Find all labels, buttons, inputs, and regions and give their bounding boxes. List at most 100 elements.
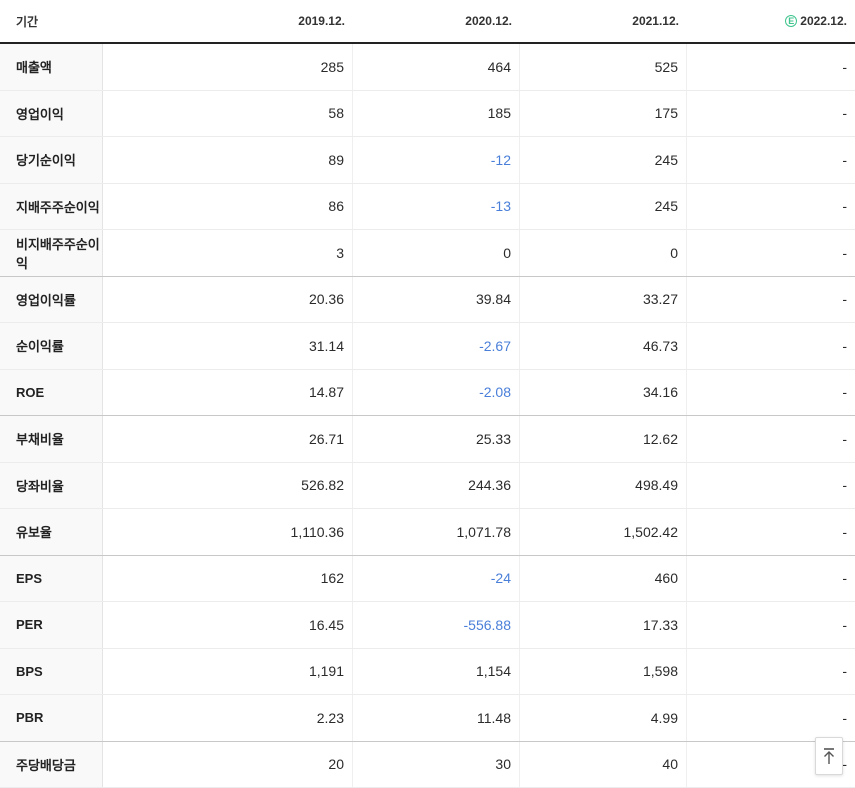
cell-value: - (842, 523, 847, 540)
cell-value: 89 (103, 137, 353, 183)
table-row: 지배주주순이익 86 -13 245 - (0, 183, 855, 230)
cell-value: - (842, 384, 847, 401)
cell-value: 1,154 (353, 648, 520, 694)
cell-value: - (842, 570, 847, 587)
year-header-2020: 2020.12. (353, 14, 520, 28)
cell-value: 464 (353, 44, 520, 90)
cell-value: 525 (520, 44, 687, 90)
cell-value: - (842, 337, 847, 354)
cell-value: - (842, 58, 847, 75)
cell-value: 175 (520, 90, 687, 136)
row-label: 영업이익 (0, 90, 103, 136)
cell-value: 86 (103, 183, 353, 229)
cell-value: - (842, 151, 847, 168)
scroll-to-top-button[interactable] (815, 737, 843, 775)
row-label: 부채비율 (0, 416, 103, 462)
cell-value: - (842, 198, 847, 215)
cell-value: 244.36 (353, 462, 520, 508)
row-label: 당좌비율 (0, 462, 103, 508)
cell-value: 26.71 (103, 416, 353, 462)
cell-value: 2.23 (103, 695, 353, 741)
year-header-label: 2020.12. (465, 14, 512, 28)
year-header-2019: 2019.12. (103, 14, 353, 28)
table-row: BPS 1,191 1,154 1,598 - (0, 648, 855, 695)
table-row: 부채비율 26.71 25.33 12.62 - (0, 416, 855, 463)
cell-value: 11.48 (353, 695, 520, 741)
cell-value: 58 (103, 90, 353, 136)
cell-value: - (842, 291, 847, 308)
cell-value: 245 (520, 183, 687, 229)
cell-value: -2.08 (353, 369, 520, 415)
cell-value: 46.73 (520, 323, 687, 369)
cell-value: -12 (353, 137, 520, 183)
cell-value: 20 (103, 741, 353, 787)
table-row: 당기순이익 89 -12 245 - (0, 137, 855, 184)
row-label: 당기순이익 (0, 137, 103, 183)
cell-value: 17.33 (520, 602, 687, 648)
row-label: 순이익률 (0, 323, 103, 369)
cell-value: 1,071.78 (353, 509, 520, 555)
year-header-label: 2021.12. (632, 14, 679, 28)
table-body: 매출액 285 464 525 - 영업이익 58 185 175 - 당기순이… (0, 44, 855, 788)
cell-value: 33.27 (520, 276, 687, 322)
cell-value: 460 (520, 555, 687, 601)
cell-value: 0 (520, 230, 687, 276)
cell-value: -2.67 (353, 323, 520, 369)
cell-value: 34.16 (520, 369, 687, 415)
cell-value: - (842, 430, 847, 447)
cell-value: 30 (353, 741, 520, 787)
cell-value: - (842, 244, 847, 261)
cell-value: 3 (103, 230, 353, 276)
cell-value: 14.87 (103, 369, 353, 415)
cell-value: 285 (103, 44, 353, 90)
cell-value: 4.99 (520, 695, 687, 741)
row-label: PBR (0, 695, 103, 741)
table-row: 영업이익률 20.36 39.84 33.27 - (0, 276, 855, 323)
row-label: EPS (0, 555, 103, 601)
cell-value: 162 (103, 555, 353, 601)
table-row: 영업이익 58 185 175 - (0, 90, 855, 137)
table-row: 순이익률 31.14 -2.67 46.73 - (0, 323, 855, 370)
cell-value: 1,598 (520, 648, 687, 694)
row-label: ROE (0, 369, 103, 415)
cell-value: -24 (353, 555, 520, 601)
cell-value: -13 (353, 183, 520, 229)
table-row: 유보율 1,110.36 1,071.78 1,502.42 - (0, 509, 855, 556)
cell-value: 1,502.42 (520, 509, 687, 555)
table-header-row: 기간 2019.12. 2020.12. 2021.12. E 2022.12. (0, 0, 855, 44)
cell-value: 498.49 (520, 462, 687, 508)
table-row: 비지배주주순이익 3 0 0 - (0, 230, 855, 277)
row-label: 지배주주순이익 (0, 183, 103, 229)
row-label: PER (0, 602, 103, 648)
cell-value: 1,191 (103, 648, 353, 694)
row-label: 매출액 (0, 44, 103, 90)
table-row: PER 16.45 -556.88 17.33 - (0, 602, 855, 649)
row-label: 영업이익률 (0, 276, 103, 322)
cell-value: 39.84 (353, 276, 520, 322)
cell-value: - (842, 616, 847, 633)
arrow-up-to-top-icon (824, 748, 834, 764)
cell-value: - (842, 477, 847, 494)
cell-value: 526.82 (103, 462, 353, 508)
cell-value: - (842, 663, 847, 680)
cell-value: - (842, 756, 847, 773)
cell-value: 245 (520, 137, 687, 183)
table-row: PBR 2.23 11.48 4.99 - (0, 695, 855, 742)
cell-value: 16.45 (103, 602, 353, 648)
row-label: 비지배주주순이익 (0, 230, 103, 276)
cell-value: 12.62 (520, 416, 687, 462)
cell-value: 20.36 (103, 276, 353, 322)
row-label: 유보율 (0, 509, 103, 555)
cell-value: - (842, 709, 847, 726)
year-header-2021: 2021.12. (520, 14, 687, 28)
row-label: BPS (0, 648, 103, 694)
cell-value: 25.33 (353, 416, 520, 462)
table-row: 매출액 285 464 525 - (0, 44, 855, 91)
year-header-label: 2022.12. (800, 14, 847, 28)
year-header-label: 2019.12. (298, 14, 345, 28)
cell-value: 0 (353, 230, 520, 276)
cell-value: -556.88 (353, 602, 520, 648)
period-header: 기간 (16, 14, 39, 29)
